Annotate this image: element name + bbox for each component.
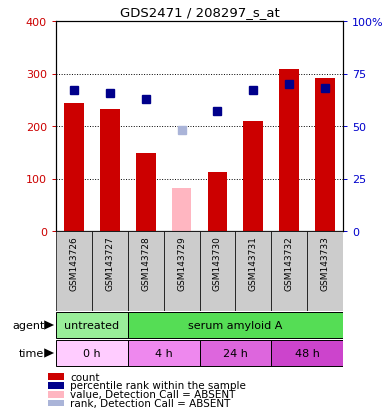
- Bar: [48, 382, 64, 389]
- Polygon shape: [44, 320, 54, 330]
- Bar: [48, 400, 64, 406]
- Text: rank, Detection Call = ABSENT: rank, Detection Call = ABSENT: [70, 398, 231, 408]
- Text: count: count: [70, 372, 100, 382]
- Bar: [92, 231, 128, 311]
- Bar: [136, 154, 156, 231]
- Text: GSM143729: GSM143729: [177, 235, 186, 290]
- Text: time: time: [19, 348, 44, 358]
- Bar: [199, 231, 235, 311]
- Bar: [307, 231, 343, 311]
- Text: value, Detection Call = ABSENT: value, Detection Call = ABSENT: [70, 389, 236, 399]
- Bar: [100, 110, 120, 231]
- Bar: [48, 391, 64, 398]
- Bar: [243, 121, 263, 231]
- Text: percentile rank within the sample: percentile rank within the sample: [70, 380, 246, 390]
- Polygon shape: [44, 349, 54, 358]
- Bar: [199, 340, 271, 366]
- Text: 0 h: 0 h: [83, 348, 101, 358]
- Bar: [128, 340, 199, 366]
- Bar: [56, 312, 128, 338]
- Bar: [271, 340, 343, 366]
- Text: GSM143727: GSM143727: [105, 235, 114, 290]
- Text: serum amyloid A: serum amyloid A: [188, 320, 283, 330]
- Bar: [56, 231, 92, 311]
- Bar: [280, 70, 299, 231]
- Bar: [271, 231, 307, 311]
- Text: agent: agent: [12, 320, 44, 330]
- Text: GSM143728: GSM143728: [141, 235, 150, 290]
- Bar: [64, 104, 84, 231]
- Text: GSM143732: GSM143732: [285, 235, 294, 290]
- Bar: [48, 373, 64, 380]
- Bar: [235, 231, 271, 311]
- Text: GSM143726: GSM143726: [69, 235, 79, 290]
- Text: 48 h: 48 h: [295, 348, 320, 358]
- Bar: [128, 312, 343, 338]
- Text: 24 h: 24 h: [223, 348, 248, 358]
- Bar: [315, 79, 335, 231]
- Text: GSM143730: GSM143730: [213, 235, 222, 290]
- Bar: [208, 172, 227, 231]
- Title: GDS2471 / 208297_s_at: GDS2471 / 208297_s_at: [120, 7, 280, 19]
- Text: untreated: untreated: [64, 320, 119, 330]
- Bar: [172, 188, 191, 231]
- Text: GSM143733: GSM143733: [321, 235, 330, 290]
- Bar: [164, 231, 199, 311]
- Bar: [56, 340, 128, 366]
- Bar: [128, 231, 164, 311]
- Text: GSM143731: GSM143731: [249, 235, 258, 290]
- Text: 4 h: 4 h: [155, 348, 172, 358]
